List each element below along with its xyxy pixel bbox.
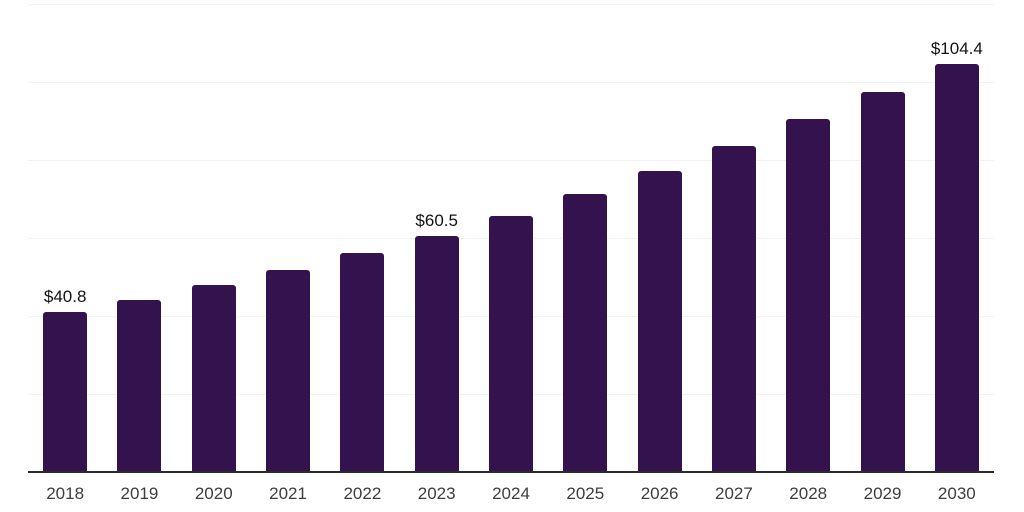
- bar-2022[interactable]: [340, 253, 385, 472]
- x-axis-label-2021: 2021: [269, 484, 307, 503]
- data-label-2018: $40.8: [43, 287, 87, 307]
- x-axis-label-2025: 2025: [566, 484, 605, 503]
- bar-2027[interactable]: [711, 145, 756, 472]
- x-axis-label-2018: 2018: [46, 484, 85, 503]
- bar-2020[interactable]: [191, 285, 236, 472]
- x-axis-label-2024: 2024: [492, 484, 530, 503]
- x-axis-label-2026: 2026: [640, 484, 679, 503]
- x-axis-label-2028: 2028: [789, 484, 828, 503]
- x-axis-line: [28, 471, 994, 473]
- x-axis-label-2019: 2019: [120, 484, 159, 503]
- bar-2023[interactable]: [414, 235, 459, 472]
- gridline-80: [28, 159, 994, 161]
- gridline-120: [28, 3, 994, 5]
- bar-2028[interactable]: [786, 119, 831, 472]
- bar-2019[interactable]: [117, 299, 162, 472]
- x-axis-label-2020: 2020: [194, 484, 233, 503]
- data-label-2030: $104.4: [930, 39, 983, 59]
- bar-2025[interactable]: [563, 194, 608, 472]
- x-axis-label-2029: 2029: [863, 484, 902, 503]
- x-axis-label-2023: 2023: [417, 484, 456, 503]
- bar-2026[interactable]: [637, 170, 682, 472]
- bar-2024[interactable]: [489, 215, 533, 472]
- data-label-2023: $60.5: [415, 210, 458, 230]
- bar-2021[interactable]: [266, 270, 311, 472]
- bar-2030[interactable]: [934, 64, 979, 472]
- bar-2018[interactable]: [43, 312, 88, 472]
- x-axis-label-2027: 2027: [715, 484, 753, 503]
- x-axis-label-2022: 2022: [343, 484, 382, 503]
- bar-2029[interactable]: [860, 92, 905, 472]
- x-axis-label-2030: 2030: [937, 484, 976, 503]
- gridline-100: [28, 81, 994, 83]
